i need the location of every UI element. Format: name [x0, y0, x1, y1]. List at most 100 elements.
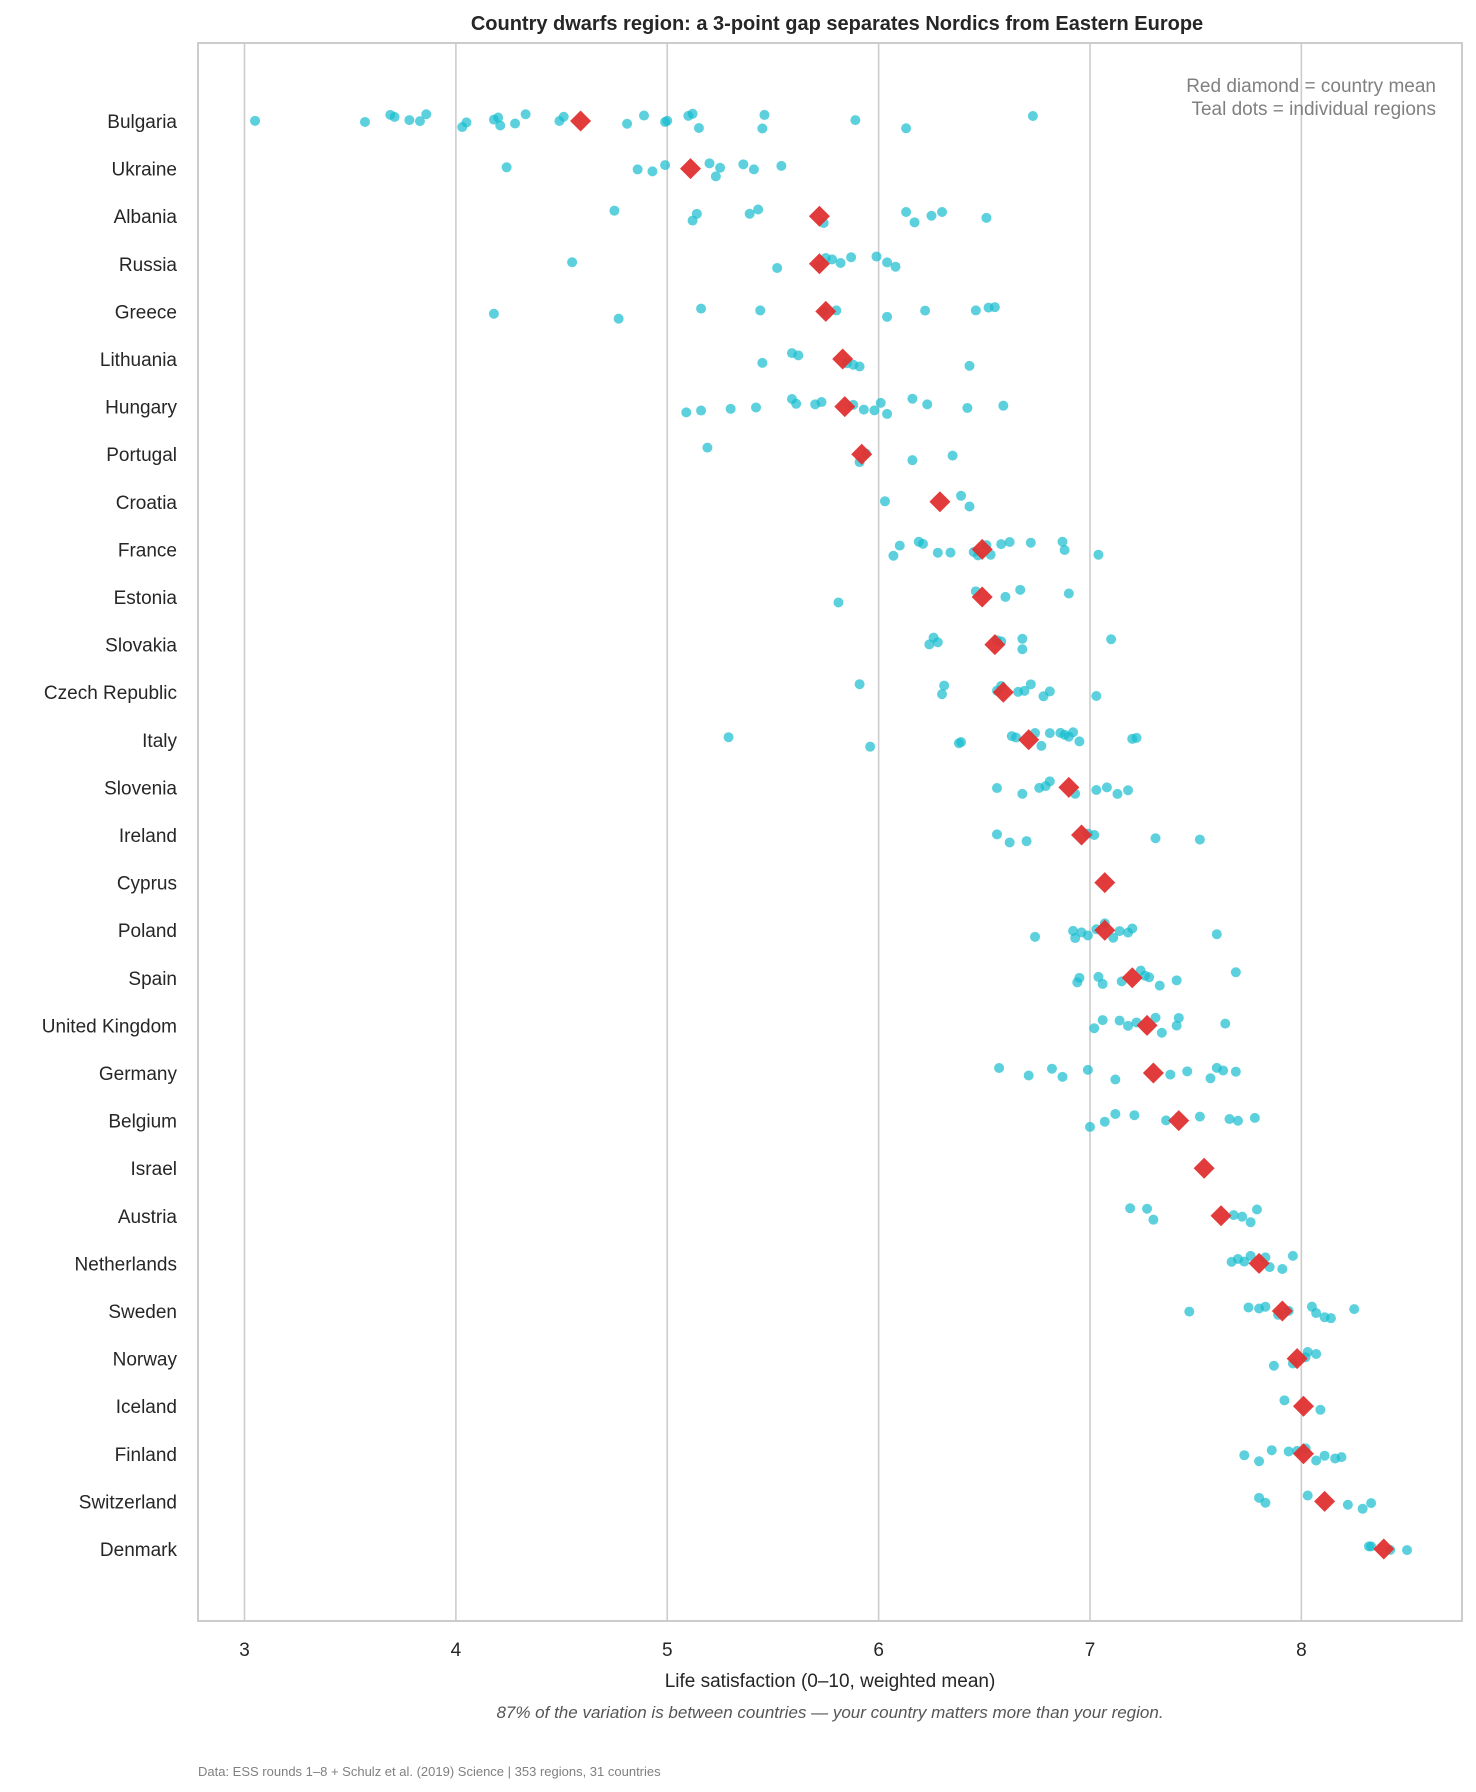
region-dot [1156, 1027, 1167, 1038]
region-dot [1082, 930, 1093, 941]
country-mean-diamond [815, 300, 837, 322]
region-dot [909, 217, 920, 228]
country-mean-diamond [1314, 1490, 1336, 1512]
region-dot [888, 550, 899, 561]
region-dot [1091, 784, 1102, 795]
country-mean-diamond [834, 396, 856, 418]
country-mean-diamond [851, 443, 873, 465]
region-dot [1089, 1023, 1100, 1034]
country-means [570, 110, 1395, 1560]
region-dot [1129, 1110, 1140, 1121]
region-dot [1106, 634, 1117, 645]
region-dot [1311, 1308, 1322, 1319]
country-label: Lithuania [100, 350, 178, 371]
region-dot [1110, 1108, 1121, 1119]
region-dot [1302, 1490, 1313, 1501]
region-dot [793, 350, 804, 361]
region-dot [1173, 1012, 1184, 1023]
region-dot [907, 393, 918, 404]
region-dot [1063, 588, 1074, 599]
region-dot [1131, 732, 1142, 743]
region-dot [1089, 829, 1100, 840]
region-dot [1142, 1203, 1153, 1214]
region-dot [1017, 633, 1028, 644]
region-dot [833, 597, 844, 608]
region-dot [757, 123, 768, 134]
region-dot [1245, 1250, 1256, 1261]
region-dot [704, 158, 715, 169]
country-label: Austria [118, 1207, 178, 1228]
region-dot [1194, 1111, 1205, 1122]
region-dot [945, 547, 956, 558]
region-dot [696, 303, 707, 314]
country-mean-diamond [1210, 1205, 1232, 1227]
region-dot [1036, 740, 1047, 751]
region-dot [1357, 1503, 1368, 1514]
region-dot [920, 305, 931, 316]
country-mean-diamond [808, 253, 830, 275]
country-mean-diamond [1136, 1014, 1158, 1036]
country-label: Russia [119, 255, 178, 276]
region-dot [702, 442, 713, 453]
region-dot [1279, 1395, 1290, 1406]
region-dot [609, 205, 620, 216]
region-dot [1044, 686, 1055, 697]
country-label: Bulgaria [107, 112, 177, 133]
region-dot [520, 109, 531, 120]
legend-note-mean: Red diamond = country mean [1186, 76, 1436, 97]
x-tick-label: 6 [873, 1640, 884, 1661]
country-label: Israel [131, 1159, 177, 1180]
x-tick-label: 7 [1085, 1640, 1096, 1661]
country-label: Finland [115, 1445, 177, 1466]
country-mean-diamond [1121, 967, 1143, 989]
region-dot [1112, 788, 1123, 799]
plot-frame [197, 42, 1463, 1622]
region-dot [1091, 691, 1102, 702]
region-dot [1127, 923, 1138, 934]
region-dot [1084, 1121, 1095, 1132]
region-dot [687, 108, 698, 119]
region-dot [715, 162, 726, 173]
region-dot [890, 261, 901, 272]
region-dot [981, 212, 992, 223]
region-dot [1336, 1452, 1347, 1463]
region-dot [1251, 1204, 1262, 1215]
region-dot [1239, 1450, 1250, 1461]
country-mean-diamond [1271, 1300, 1293, 1322]
region-dot [1287, 1250, 1298, 1261]
country-label: Poland [118, 921, 177, 942]
region-dots [250, 108, 1413, 1556]
region-dot [1004, 837, 1015, 848]
country-labels: Bulgaria Ukraine Albania Russia Greece Lithua… [42, 112, 178, 1561]
region-dot [1027, 111, 1038, 122]
region-dot [964, 501, 975, 512]
subtitle-note: 87% of the variation is between countrie… [496, 1703, 1163, 1722]
region-dot [1232, 1115, 1243, 1126]
country-mean-diamond [679, 158, 701, 180]
region-dot [998, 400, 1009, 411]
country-label: Spain [128, 969, 177, 990]
region-dot [1025, 537, 1036, 548]
region-dot [962, 402, 973, 413]
region-dot [1260, 1497, 1271, 1508]
country-mean-diamond [1018, 729, 1040, 751]
country-mean-diamond [1168, 1110, 1190, 1132]
region-dot [1123, 785, 1134, 796]
region-dot [632, 164, 643, 175]
region-dot [879, 496, 890, 507]
region-dot [1315, 1404, 1326, 1415]
region-dot [835, 258, 846, 269]
region-dot [1150, 833, 1161, 844]
region-dot [558, 111, 569, 122]
region-dot [882, 257, 893, 268]
region-dot [1150, 1012, 1161, 1023]
country-mean-diamond [1292, 1395, 1314, 1417]
region-dot [1342, 1499, 1353, 1510]
region-dot [1123, 1020, 1134, 1031]
country-label: Cyprus [117, 874, 177, 895]
region-dot [846, 252, 857, 263]
x-tick-labels: 3 4 5 6 7 8 [239, 1640, 1306, 1661]
chart-title: Country dwarfs region: a 3-point gap sep… [471, 13, 1203, 35]
country-label: Hungary [105, 398, 177, 419]
